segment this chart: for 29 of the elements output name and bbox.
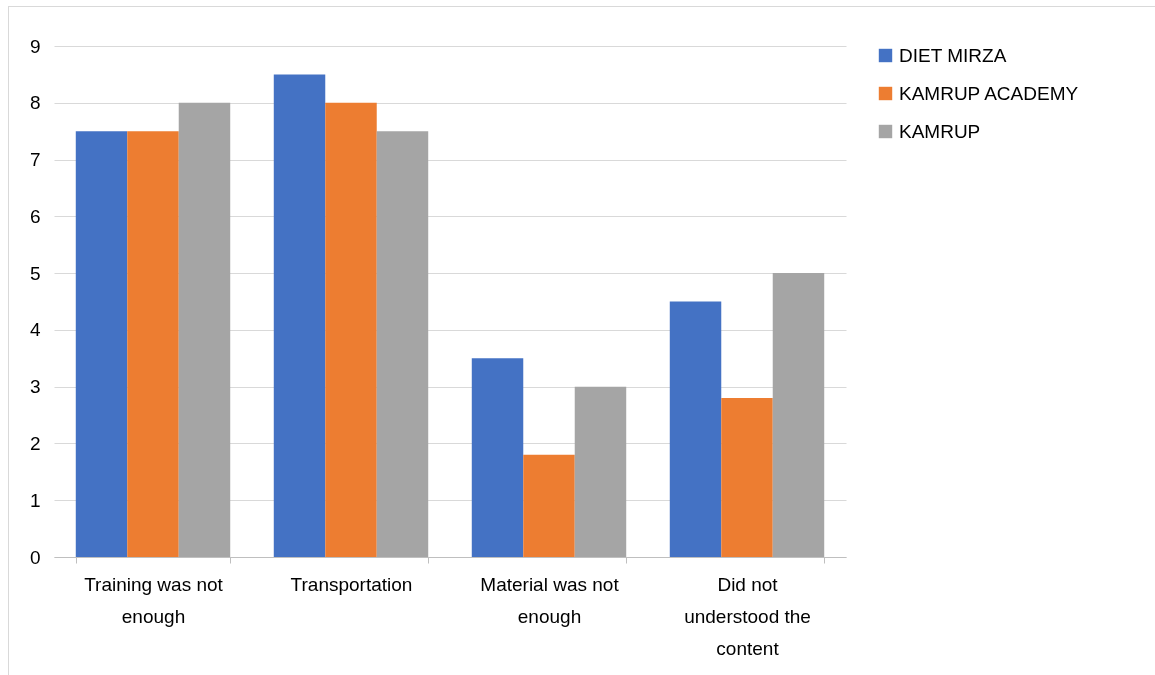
- x-tick-label: Did not understood the content: [684, 573, 811, 659]
- bar: [127, 131, 179, 557]
- bar: [471, 358, 524, 557]
- x-tick-label: Training was not enough: [84, 573, 224, 627]
- bar: [376, 131, 429, 557]
- y-tick-label: 6: [29, 205, 41, 227]
- bar: [523, 454, 575, 557]
- bar: [669, 301, 722, 557]
- bar: [574, 386, 627, 557]
- legend-label: KAMRUP ACADEMY: [899, 82, 1079, 104]
- bar: [178, 102, 231, 557]
- legend-label: KAMRUP: [899, 120, 981, 142]
- bar: [273, 74, 326, 557]
- x-tick-label: Transportation: [290, 573, 413, 595]
- bar: [772, 273, 825, 557]
- y-tick-label: 3: [29, 376, 41, 398]
- y-tick-label: 2: [29, 432, 41, 454]
- y-tick-label: 0: [29, 546, 41, 568]
- y-tick-label: 4: [29, 319, 41, 341]
- y-tick-label: 1: [29, 489, 41, 511]
- y-tick-label: 7: [29, 149, 41, 171]
- y-tick-label: 9: [29, 35, 41, 57]
- bar: [325, 102, 377, 557]
- legend-label: DIET MIRZA: [899, 44, 1007, 66]
- y-tick-label: 8: [29, 92, 41, 114]
- x-tick-label: Material was not enough: [480, 573, 620, 627]
- bar: [75, 131, 128, 557]
- bar: [721, 398, 773, 557]
- y-tick-label: 5: [29, 262, 41, 284]
